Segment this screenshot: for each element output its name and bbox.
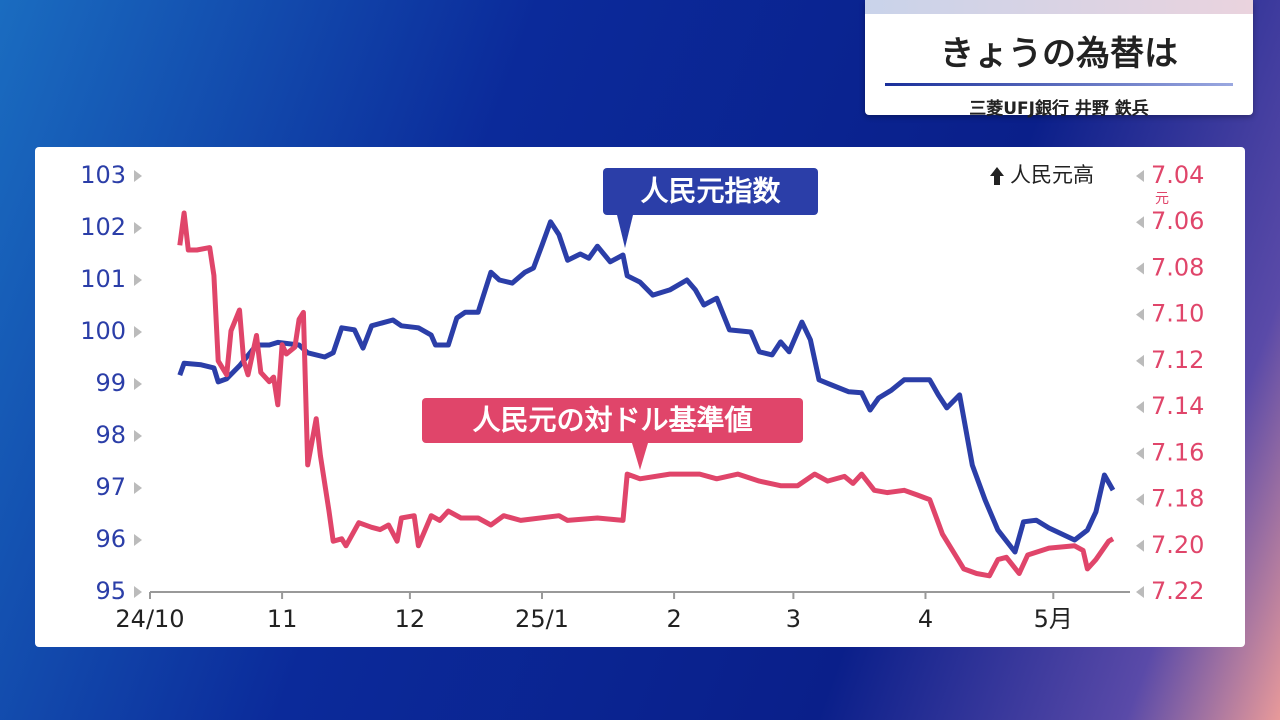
up-arrow <box>990 167 1004 185</box>
y-tick-label: 101 <box>80 265 126 293</box>
y-tick-label: 96 <box>95 525 126 553</box>
y2-tick-label: 7.04 <box>1151 161 1204 189</box>
y-tick <box>134 482 142 494</box>
x-tick-label: 4 <box>918 605 933 633</box>
header-title: きょうの為替は <box>940 34 1178 74</box>
y-tick-label: 100 <box>80 317 126 345</box>
y2-tick <box>1136 216 1144 229</box>
x-tick-label: 12 <box>395 605 426 633</box>
callout-box <box>422 398 803 443</box>
x-tick-label: 25/1 <box>515 605 569 633</box>
y2-tick-label: 7.08 <box>1151 253 1204 281</box>
y2-tick-label: 7.16 <box>1151 438 1204 466</box>
y-tick-label: 97 <box>95 473 126 501</box>
y2-tick <box>1136 170 1144 182</box>
series-line <box>177 210 1115 579</box>
y2-unit: 元 <box>1155 191 1169 207</box>
y-tick <box>134 534 142 546</box>
header-subtitle: 三菱UFJ銀行 井野 鉄兵 <box>969 99 1149 119</box>
y2-tick <box>1136 308 1144 321</box>
x-tick-label: 2 <box>666 605 681 633</box>
y2-tick-label: 7.10 <box>1151 300 1204 328</box>
y-tick-label: 102 <box>80 213 126 241</box>
y2-tick-label: 7.22 <box>1151 577 1204 605</box>
y2-tick <box>1136 401 1144 414</box>
header-box: きょうの為替は 三菱UFJ銀行 井野 鉄兵 <box>865 0 1253 119</box>
y-tick <box>134 430 142 442</box>
y2-tick-label: 7.14 <box>1151 392 1204 420</box>
y2-tick <box>1136 262 1144 275</box>
y-tick <box>134 378 142 390</box>
series-line <box>177 219 1116 555</box>
callout-pointer <box>632 443 648 470</box>
y-tick-label: 95 <box>95 577 126 605</box>
x-tick-label: 11 <box>267 605 298 633</box>
x-tick-label: 24/10 <box>115 605 184 633</box>
y-tick <box>134 222 142 234</box>
y2-tick-label: 7.18 <box>1151 485 1204 513</box>
legend-label: 人民元指数 <box>640 175 781 208</box>
y-tick-label: 99 <box>95 369 126 397</box>
header-underline <box>885 83 1233 86</box>
annotation: 人民元高 <box>1010 163 1094 187</box>
y2-tick <box>1136 354 1144 367</box>
callout-pointer <box>617 215 633 248</box>
legend-label: 人民元の対ドル基準値 <box>472 404 752 437</box>
y-tick <box>134 274 142 286</box>
y2-tick <box>1136 493 1144 506</box>
y2-tick <box>1136 586 1144 598</box>
header-bar <box>865 0 1253 14</box>
y-tick <box>134 586 142 598</box>
y2-tick-label: 7.20 <box>1151 531 1204 559</box>
y2-tick <box>1136 539 1144 552</box>
y-tick-label: 98 <box>95 421 126 449</box>
y-tick <box>134 170 142 182</box>
x-tick-label: 5月 <box>1034 605 1073 633</box>
y2-tick <box>1136 447 1144 460</box>
chart-panel <box>35 147 1245 647</box>
y-tick <box>134 326 142 338</box>
x-tick-label: 3 <box>786 605 801 633</box>
y-tick-label: 103 <box>80 161 126 189</box>
callout-box <box>603 168 818 215</box>
y2-tick-label: 7.12 <box>1151 346 1204 374</box>
y2-tick-label: 7.06 <box>1151 207 1204 235</box>
